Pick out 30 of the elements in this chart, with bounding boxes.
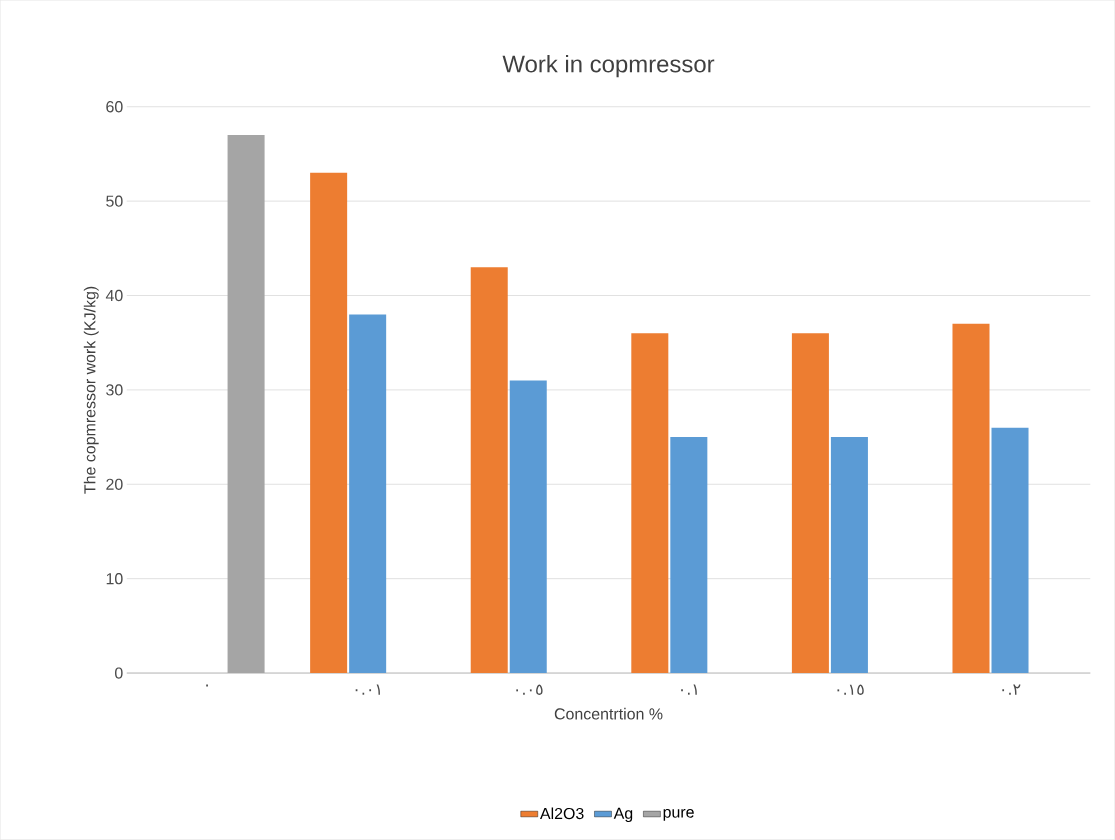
y-tick-label: 30 [106, 384, 123, 396]
y-tick-label: 20 [106, 478, 123, 491]
legend-label: pure [663, 809, 694, 821]
bar [791, 333, 829, 674]
x-tick-label: ٠.١ [681, 684, 697, 695]
bar [952, 323, 990, 674]
bar [227, 135, 265, 674]
bar [991, 427, 1029, 674]
bar [349, 314, 387, 674]
legend-label: Ag [613, 807, 633, 823]
bar [509, 380, 547, 674]
x-axis-title: Concentrtion % [554, 707, 663, 720]
y-tick-label: 40 [105, 289, 123, 302]
y-tick-label: 60 [106, 101, 123, 113]
y-axis-title: The copmressor work (KJ/kg) [83, 286, 99, 494]
chart-title: Work in copmressor [502, 55, 715, 78]
bar [631, 333, 669, 674]
y-tick-label: 0 [115, 667, 123, 679]
x-tick-label: ٠.٢ [1002, 684, 1021, 695]
x-tick-label: ٠.٠١ [355, 684, 380, 695]
bar [310, 172, 348, 674]
x-tick-label: ٠.٠٥ [516, 684, 543, 696]
bar [670, 437, 708, 674]
bar [470, 267, 508, 674]
y-tick-label: 10 [106, 573, 123, 585]
x-tick-label: ٠ [206, 684, 208, 687]
bar [830, 437, 868, 674]
x-tick-label: ٠.١٥ [837, 684, 864, 696]
y-tick-label: 50 [106, 195, 123, 207]
legend-label: Al2O3 [539, 807, 584, 820]
